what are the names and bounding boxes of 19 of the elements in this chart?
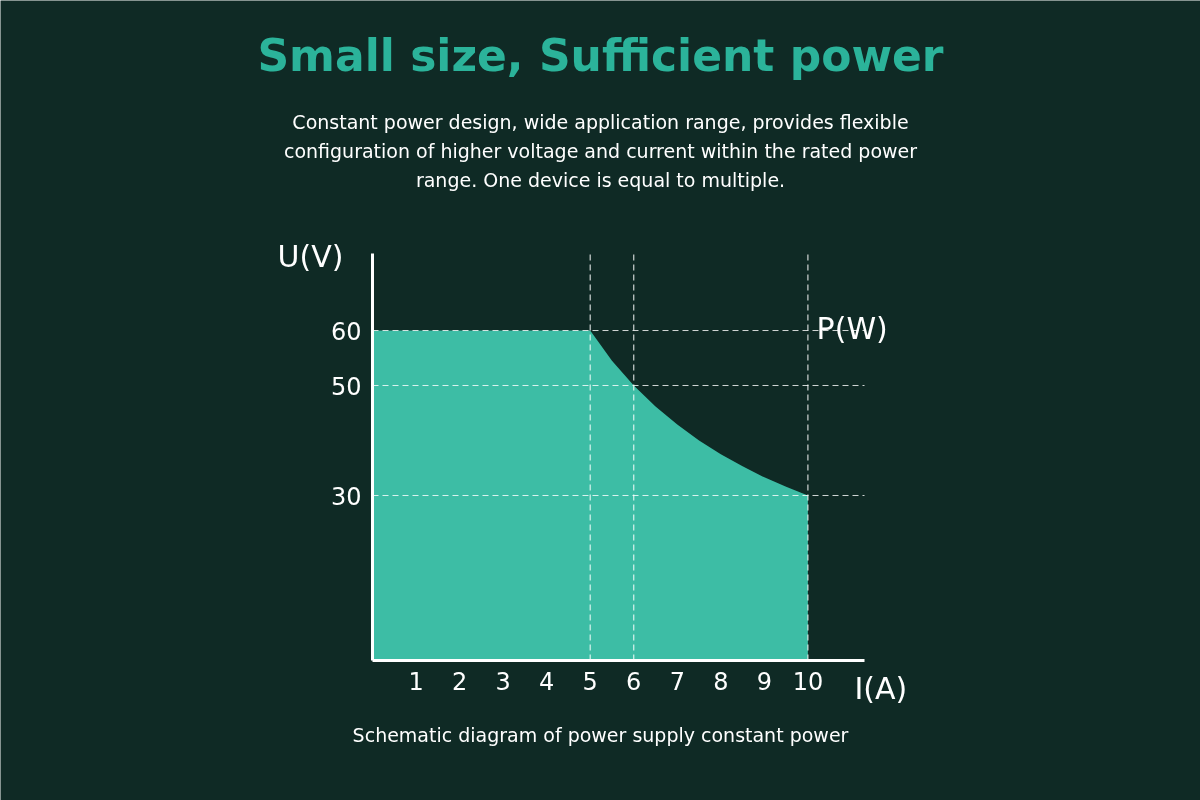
x-axis-title: I(A) — [854, 670, 908, 706]
x-tick-label: 8 — [713, 667, 729, 696]
chart-title: Small size, Sufficient power — [257, 29, 944, 81]
y-tick-label: 30 — [330, 482, 362, 511]
x-tick-label: 3 — [495, 667, 511, 696]
y-tick-label: 60 — [330, 317, 362, 346]
y-axis-title: U(V) — [277, 238, 344, 274]
x-tick-label: 2 — [451, 667, 468, 696]
text: Schematic diagram of power supply constant power — [352, 723, 849, 746]
y-tick-label: 50 — [330, 372, 362, 401]
x-tick-label: 5 — [582, 667, 598, 696]
x-tick-label: 4 — [539, 667, 555, 696]
x-tick-label: 6 — [626, 667, 642, 696]
x-tick-label: 1 — [408, 667, 424, 696]
chart-subtitle: Constant power design, wide application range, provides flexible configuration of higher voltage and current within the rated power range. One device is equal to multiple. — [283, 110, 918, 191]
x-tick-label: 7 — [669, 667, 685, 696]
x-tick-label: 10 — [792, 667, 824, 696]
x-tick-label: 9 — [756, 667, 772, 696]
annotation: P(W) — [816, 310, 888, 346]
